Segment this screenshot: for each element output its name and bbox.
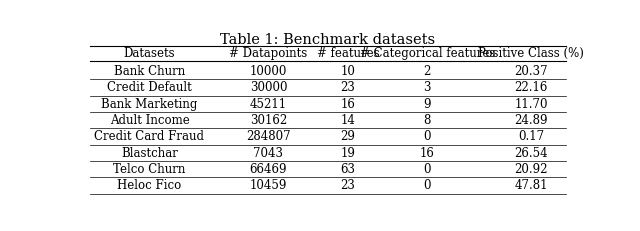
Text: 45211: 45211 xyxy=(250,97,287,110)
Text: 16: 16 xyxy=(340,97,355,110)
Text: Bank Marketing: Bank Marketing xyxy=(101,97,198,110)
Text: 10459: 10459 xyxy=(250,179,287,192)
Text: 10000: 10000 xyxy=(250,65,287,78)
Text: Positive Class (%): Positive Class (%) xyxy=(479,47,584,60)
Text: 20.37: 20.37 xyxy=(515,65,548,78)
Text: 29: 29 xyxy=(340,130,355,143)
Text: 8: 8 xyxy=(424,114,431,127)
Text: 284807: 284807 xyxy=(246,130,291,143)
Text: 0: 0 xyxy=(424,163,431,176)
Text: Heloc Fico: Heloc Fico xyxy=(117,179,182,192)
Text: 0: 0 xyxy=(424,130,431,143)
Text: 23: 23 xyxy=(340,81,355,94)
Text: # Categorical features: # Categorical features xyxy=(360,47,495,60)
Text: Adult Income: Adult Income xyxy=(109,114,189,127)
Text: 24.89: 24.89 xyxy=(515,114,548,127)
Text: Bank Churn: Bank Churn xyxy=(114,65,185,78)
Text: 63: 63 xyxy=(340,163,355,176)
Text: 19: 19 xyxy=(340,147,355,160)
Text: 30162: 30162 xyxy=(250,114,287,127)
Text: Datasets: Datasets xyxy=(124,47,175,60)
Text: 23: 23 xyxy=(340,179,355,192)
Text: Blastchar: Blastchar xyxy=(121,147,178,160)
Text: 2: 2 xyxy=(424,65,431,78)
Text: 26.54: 26.54 xyxy=(515,147,548,160)
Text: 30000: 30000 xyxy=(250,81,287,94)
Text: # Datapoints: # Datapoints xyxy=(229,47,308,60)
Text: 3: 3 xyxy=(424,81,431,94)
Text: 10: 10 xyxy=(340,65,355,78)
Text: Credit Default: Credit Default xyxy=(107,81,192,94)
Text: # features: # features xyxy=(317,47,379,60)
Text: 66469: 66469 xyxy=(250,163,287,176)
Text: 16: 16 xyxy=(420,147,435,160)
Text: 0.17: 0.17 xyxy=(518,130,545,143)
Text: 20.92: 20.92 xyxy=(515,163,548,176)
Text: Table 1: Benchmark datasets: Table 1: Benchmark datasets xyxy=(220,33,436,47)
Text: 47.81: 47.81 xyxy=(515,179,548,192)
Text: 7043: 7043 xyxy=(253,147,284,160)
Text: 0: 0 xyxy=(424,179,431,192)
Text: 22.16: 22.16 xyxy=(515,81,548,94)
Text: 9: 9 xyxy=(424,97,431,110)
Text: 11.70: 11.70 xyxy=(515,97,548,110)
Text: Telco Churn: Telco Churn xyxy=(113,163,186,176)
Text: 14: 14 xyxy=(340,114,355,127)
Text: Credit Card Fraud: Credit Card Fraud xyxy=(95,130,204,143)
